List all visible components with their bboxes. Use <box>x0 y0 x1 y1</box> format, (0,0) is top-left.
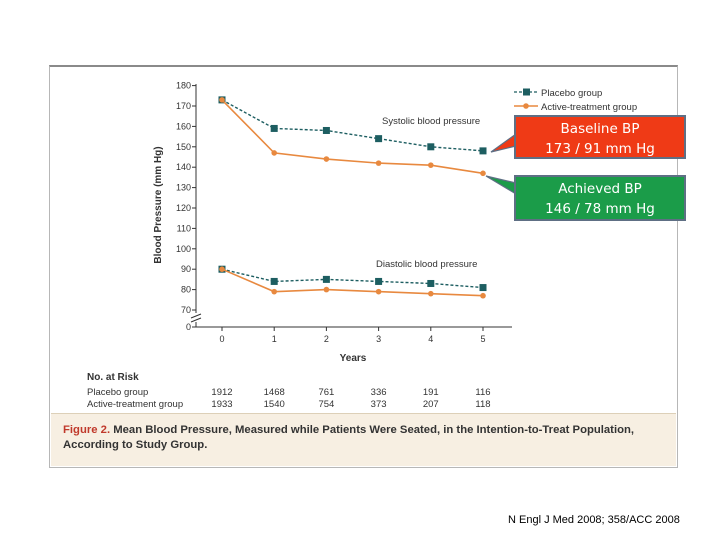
y-axis-label: Blood Pressure (mm Hg) <box>153 146 164 263</box>
achieved-arrow <box>485 175 517 196</box>
caption-label: Figure 2. <box>63 424 111 436</box>
baseline-bp-title: Baseline BP <box>560 121 640 137</box>
achieved-bp-value: 146 / 78 mm Hg <box>545 201 655 217</box>
y-tick-label: 120 <box>176 203 191 213</box>
active-diastolic-point <box>428 290 434 297</box>
active-diastolic-point <box>480 292 486 299</box>
risk-table-cell: 207 <box>423 399 439 410</box>
placebo-systolic-point <box>270 124 278 132</box>
risk-table-cell: 118 <box>475 399 490 410</box>
risk-table-row-label: Placebo group <box>87 387 148 398</box>
y-tick-label: 100 <box>176 244 191 254</box>
legend-active-label: Active-treatment group <box>541 102 637 113</box>
y-tick-label: 140 <box>176 162 191 172</box>
y-tick-label: 90 <box>181 264 191 274</box>
risk-table-cell: 191 <box>423 387 439 398</box>
placebo-systolic-point <box>479 147 487 155</box>
x-axis-label: Years <box>340 353 367 364</box>
x-tick-label: 5 <box>480 334 485 344</box>
legend-active-marker <box>523 103 529 109</box>
active-diastolic-point <box>219 266 225 273</box>
active-systolic-point <box>428 162 434 168</box>
x-tick-label: 4 <box>428 334 433 344</box>
y-tick-label: 0 <box>186 322 191 332</box>
y-tick-label: 180 <box>176 81 191 91</box>
legend-placebo-label: Placebo group <box>541 88 602 99</box>
placebo-systolic-point <box>322 126 330 134</box>
risk-table-cell: 1912 <box>211 387 232 398</box>
achieved-bp-callout: Achieved BP 146 / 78 mm Hg <box>514 175 686 221</box>
risk-table-cell: 336 <box>371 387 387 398</box>
baseline-bp-value: 173 / 91 mm Hg <box>545 141 655 157</box>
panel-label-systolic: Systolic blood pressure <box>382 116 480 127</box>
caption-text: Mean Blood Pressure, Measured while Pati… <box>63 424 635 451</box>
active-diastolic-point <box>271 288 278 295</box>
active-diastolic-point <box>323 286 330 293</box>
risk-table-cell: 1540 <box>264 399 285 410</box>
legend-placebo-marker <box>523 88 530 96</box>
active-systolic-line <box>221 99 484 175</box>
achieved-bp-title: Achieved BP <box>558 181 642 197</box>
risk-table-cell: 116 <box>475 387 490 398</box>
active-diastolic-point <box>375 288 382 295</box>
x-tick-label: 1 <box>272 334 277 344</box>
placebo-diastolic-point <box>375 277 383 285</box>
y-tick-label: 170 <box>176 101 191 111</box>
placebo-diastolic-point <box>427 279 435 287</box>
active-systolic-point <box>375 160 382 166</box>
x-tick-label: 2 <box>324 334 329 344</box>
panel-label-diastolic: Diastolic blood pressure <box>376 259 477 270</box>
active-systolic-point <box>219 97 225 103</box>
risk-table-row-label: Active-treatment group <box>87 399 183 410</box>
risk-table-cell: 1933 <box>211 399 232 410</box>
axis-break-mark <box>190 313 202 319</box>
caption-box: Figure 2. Mean Blood Pressure, Measured … <box>51 413 676 466</box>
baseline-arrow <box>490 132 517 153</box>
risk-table-cell: 373 <box>371 399 387 410</box>
axis-break-mark <box>190 317 202 323</box>
y-tick-label: 130 <box>176 183 191 193</box>
risk-table-cell: 761 <box>318 387 334 398</box>
y-tick-label: 110 <box>177 223 191 233</box>
y-tick-label: 70 <box>181 305 191 315</box>
y-tick-label: 80 <box>181 285 191 295</box>
placebo-systolic-line <box>221 99 484 152</box>
placebo-diastolic-line <box>221 268 484 289</box>
x-tick-label: 3 <box>376 334 381 344</box>
baseline-bp-callout: Baseline BP 173 / 91 mm Hg <box>514 115 686 159</box>
risk-table-cell: 1468 <box>264 387 285 398</box>
active-systolic-point <box>271 150 278 156</box>
figure-caption: Figure 2. Mean Blood Pressure, Measured … <box>63 423 663 453</box>
placebo-systolic-point <box>375 135 383 143</box>
placebo-diastolic-point <box>322 275 330 283</box>
citation: N Engl J Med 2008; 358/ACC 2008 <box>508 514 680 526</box>
risk-table-cell: 754 <box>318 399 334 410</box>
placebo-systolic-point <box>427 143 435 151</box>
active-diastolic-line <box>221 268 484 297</box>
y-tick-label: 160 <box>176 121 191 131</box>
active-systolic-point <box>323 156 330 162</box>
risk-table-title: No. at Risk <box>87 372 139 383</box>
y-tick-label: 150 <box>176 142 191 152</box>
x-tick-label: 0 <box>219 334 224 344</box>
placebo-diastolic-point <box>479 284 487 292</box>
active-systolic-point <box>480 170 486 177</box>
placebo-diastolic-point <box>270 277 278 285</box>
